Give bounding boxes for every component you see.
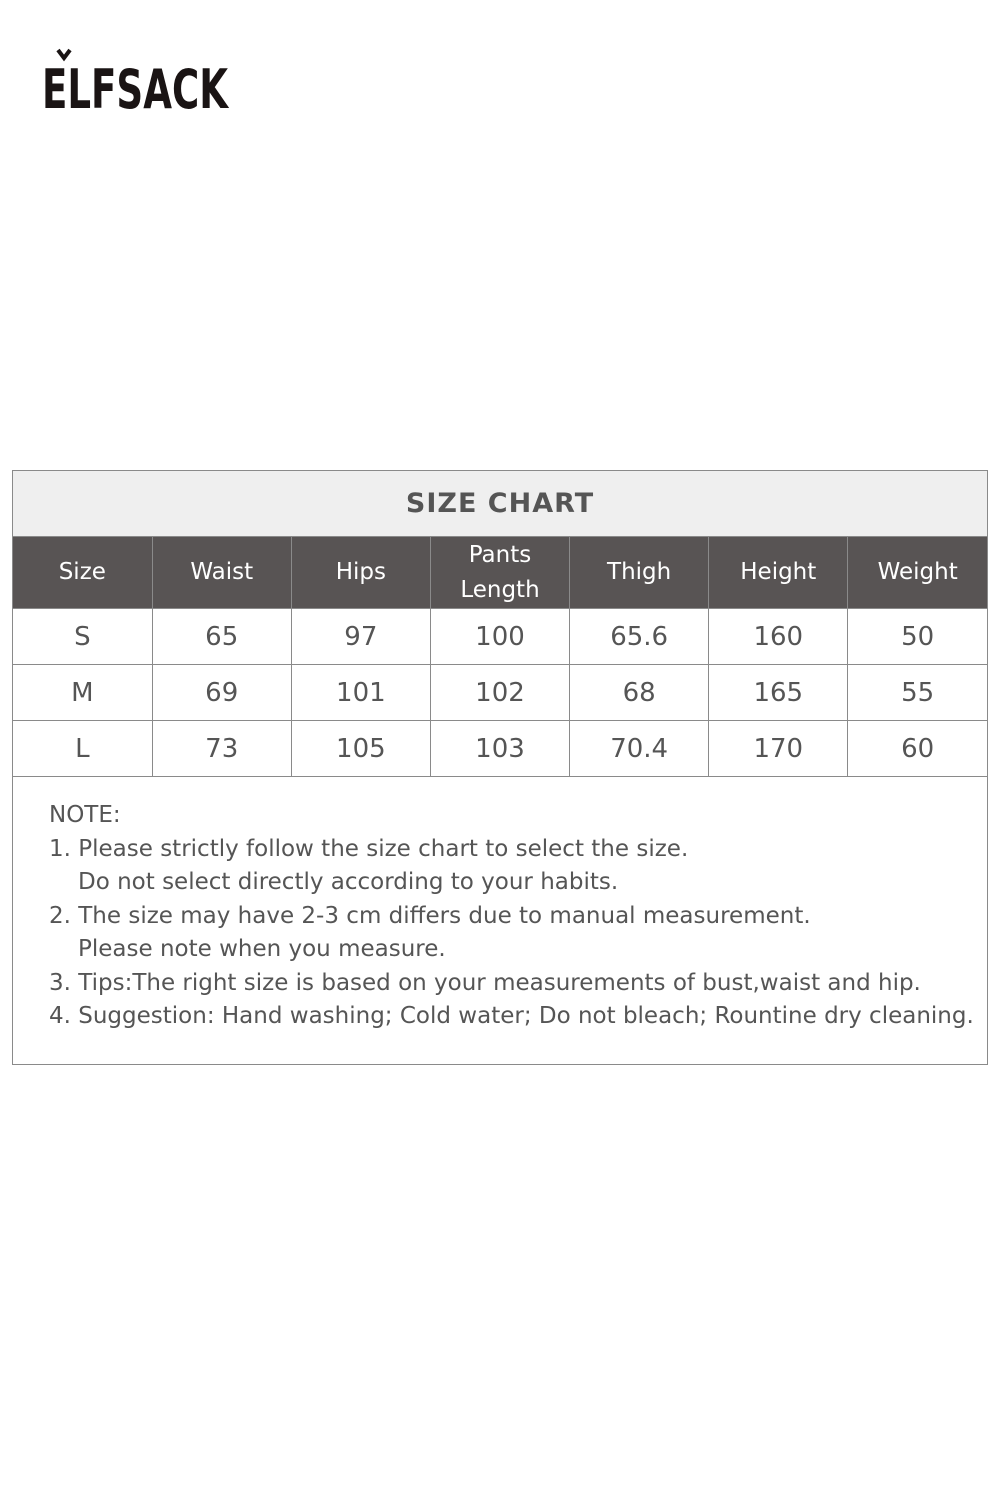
header-pants-length: Pants Length xyxy=(430,537,571,609)
cell: 65 xyxy=(152,608,292,665)
note-line: Do not select directly according to your… xyxy=(78,869,619,895)
note-line: Please note when you measure. xyxy=(78,936,446,962)
note-line: 4. Suggestion: Hand washing; Cold water;… xyxy=(49,1003,974,1029)
cell: 60 xyxy=(847,720,987,776)
cell: 68 xyxy=(569,664,710,721)
cell: 50 xyxy=(847,608,987,665)
cell: S xyxy=(13,608,153,665)
header-height: Height xyxy=(708,537,849,609)
cell: 105 xyxy=(291,720,431,776)
elfsack-logo-icon: ELFSACK xyxy=(42,48,229,121)
header-weight: Weight xyxy=(847,537,987,609)
cell: 73 xyxy=(152,720,292,776)
note-line: 3. Tips:The right size is based on your … xyxy=(49,969,921,996)
header-size: Size xyxy=(13,537,153,609)
cell: 70.4 xyxy=(569,720,710,776)
svg-text:ELFSACK: ELFSACK xyxy=(42,58,229,114)
cell: 165 xyxy=(708,664,849,721)
brand-logo: ELFSACK xyxy=(40,44,230,121)
note-line: 2. The size may have 2-3 cm differs due … xyxy=(49,902,811,929)
size-table: Size Waist Hips Pants Length Thigh Heigh… xyxy=(13,537,987,776)
cell: 97 xyxy=(291,608,431,665)
size-chart-title: SIZE CHART xyxy=(13,471,987,537)
notes-heading: NOTE: xyxy=(49,802,121,828)
cell: 101 xyxy=(291,664,431,721)
note-line: 1. Please strictly follow the size chart… xyxy=(49,835,689,862)
cell: 55 xyxy=(847,664,987,721)
cell: M xyxy=(13,664,153,721)
table-row: L 73 105 103 70.4 170 60 xyxy=(13,720,987,776)
header-hips: Hips xyxy=(291,537,431,609)
cell: L xyxy=(13,720,153,776)
cell: 103 xyxy=(430,720,571,776)
table-row: S 65 97 100 65.6 160 50 xyxy=(13,608,987,665)
size-chart: SIZE CHART Size Waist Hips Pants Length … xyxy=(12,470,988,1065)
table-header-row: Size Waist Hips Pants Length Thigh Heigh… xyxy=(13,537,987,609)
notes-section: NOTE: 1. Please strictly follow the size… xyxy=(13,776,987,1064)
header-waist: Waist xyxy=(152,537,292,609)
header-thigh: Thigh xyxy=(569,537,710,609)
cell: 160 xyxy=(708,608,849,665)
cell: 69 xyxy=(152,664,292,721)
table-row: M 69 101 102 68 165 55 xyxy=(13,664,987,721)
cell: 100 xyxy=(430,608,571,665)
cell: 65.6 xyxy=(569,608,710,665)
cell: 170 xyxy=(708,720,849,776)
cell: 102 xyxy=(430,664,571,721)
